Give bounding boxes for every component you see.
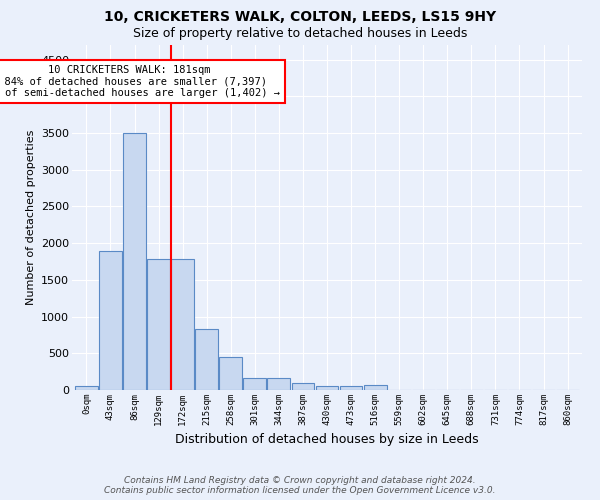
Bar [171,260,194,390]
Bar [123,133,146,390]
Y-axis label: Number of detached properties: Number of detached properties [26,130,35,305]
Bar [147,260,170,390]
Bar [268,378,290,390]
Bar [244,378,266,390]
Text: Contains HM Land Registry data © Crown copyright and database right 2024.
Contai: Contains HM Land Registry data © Crown c… [104,476,496,495]
Text: Size of property relative to detached houses in Leeds: Size of property relative to detached ho… [133,28,467,40]
Bar [99,250,122,390]
Bar [316,386,338,390]
Text: 10, CRICKETERS WALK, COLTON, LEEDS, LS15 9HY: 10, CRICKETERS WALK, COLTON, LEEDS, LS15… [104,10,496,24]
Text: 10 CRICKETERS WALK: 181sqm
← 84% of detached houses are smaller (7,397)
16% of s: 10 CRICKETERS WALK: 181sqm ← 84% of deta… [0,65,280,98]
X-axis label: Distribution of detached houses by size in Leeds: Distribution of detached houses by size … [175,434,479,446]
Bar [195,329,218,390]
Bar [340,386,362,390]
Bar [364,385,386,390]
Bar [220,357,242,390]
Bar [75,386,98,390]
Bar [292,384,314,390]
